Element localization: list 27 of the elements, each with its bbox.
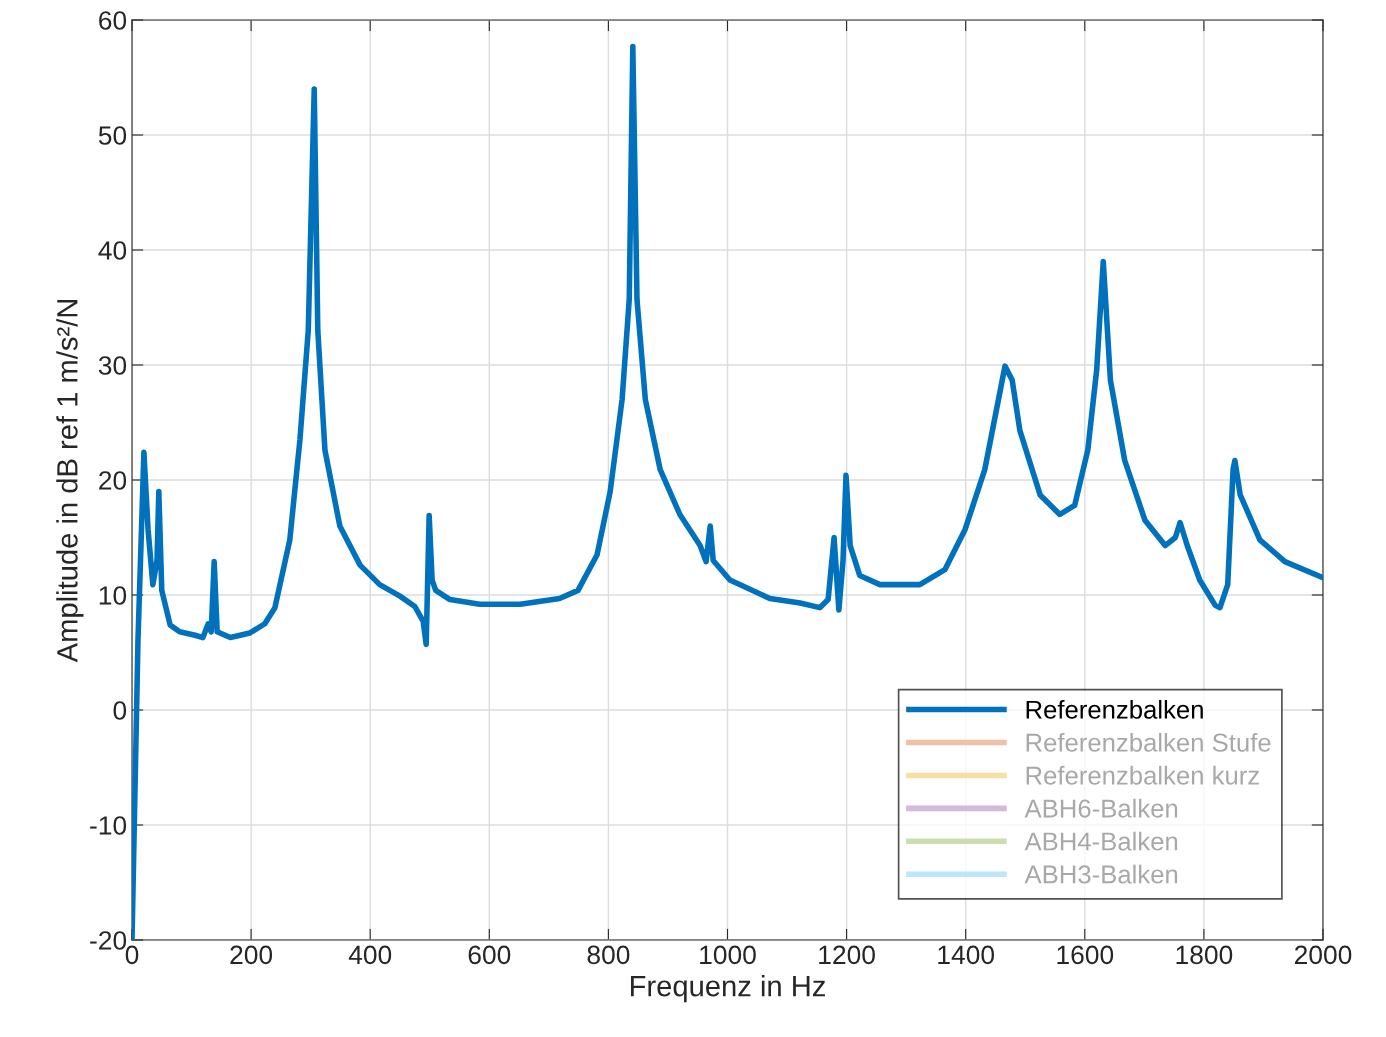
x-tick-label: 1200 bbox=[819, 945, 875, 965]
x-tick-label: 2000 bbox=[1294, 945, 1352, 965]
x-axis-title: Frequenz in Hz bbox=[631, 975, 825, 1003]
y-tick-label: 10 bbox=[99, 586, 127, 605]
y-tick-label: -10 bbox=[90, 816, 127, 835]
x-tick-label: 800 bbox=[587, 945, 630, 965]
x-tick-label: 200 bbox=[230, 945, 273, 965]
legend-label: Referenzbalken kurz bbox=[1026, 765, 1259, 785]
x-tick-label: 1400 bbox=[938, 945, 995, 965]
legend-label: Referenzbalken bbox=[1026, 699, 1203, 719]
y-tick-label: 20 bbox=[99, 471, 127, 490]
y-tick-label: 60 bbox=[99, 11, 127, 30]
x-tick-label: 400 bbox=[348, 945, 392, 965]
y-axis-title: Amplitude in dB ref 1 m/s²/N bbox=[56, 300, 84, 663]
x-tick-label: 1600 bbox=[1057, 945, 1114, 965]
x-tick-label: 1000 bbox=[700, 945, 756, 965]
y-tick-label: 40 bbox=[98, 241, 127, 260]
x-tick-label: 1800 bbox=[1176, 945, 1233, 965]
y-tick-label: -20 bbox=[90, 931, 127, 950]
legend-label: ABH3-Balken bbox=[1024, 864, 1178, 884]
legend-label: ABH4-Balken bbox=[1024, 831, 1178, 851]
legend-label: Referenzbalken Stufe bbox=[1026, 732, 1271, 752]
y-tick-label: 30 bbox=[98, 356, 127, 375]
legend-label: ABH6-Balken bbox=[1024, 798, 1178, 818]
x-tick-label: 600 bbox=[468, 945, 511, 965]
y-tick-label: 0 bbox=[113, 701, 127, 720]
y-tick-label: 50 bbox=[98, 126, 127, 145]
